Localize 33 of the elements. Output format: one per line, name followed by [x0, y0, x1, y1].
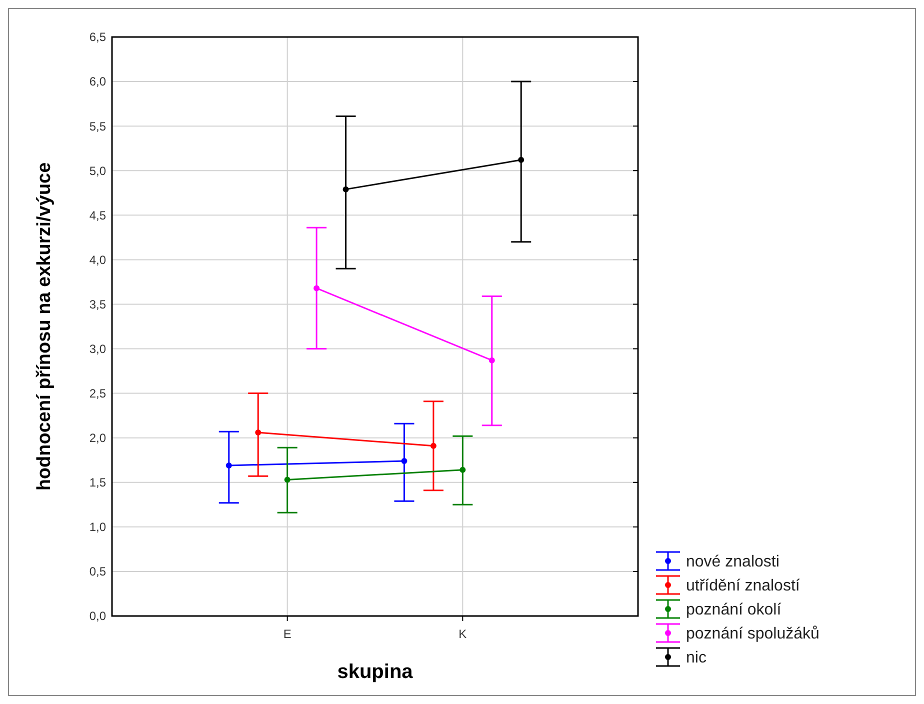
legend-label: poznání okolí	[686, 602, 782, 619]
y-tick-label: 1,0	[89, 520, 106, 534]
y-tick-label: 0,5	[89, 564, 106, 579]
legend-label: poznání spolužáků	[686, 626, 820, 643]
y-tick-label: 0,0	[89, 609, 106, 624]
x-axis-title: skupina	[337, 661, 414, 683]
y-tick-label: 3,5	[89, 297, 106, 312]
y-tick-label: 5,5	[89, 119, 106, 134]
legend-label: nové znalosti	[686, 554, 780, 571]
point	[401, 458, 408, 464]
y-tick-label: 6,5	[89, 30, 106, 44]
point	[226, 462, 232, 468]
x-tick-label: E	[283, 627, 292, 641]
point	[488, 357, 495, 364]
point	[460, 466, 466, 473]
y-tick-label: 5,0	[89, 164, 106, 178]
legend-label: nic	[686, 650, 706, 667]
point	[430, 442, 436, 449]
legend-label: utřídění znalostí	[686, 578, 800, 595]
y-tick-label: 2,0	[89, 431, 106, 446]
y-tick-label: 3,0	[89, 342, 106, 356]
point	[284, 476, 290, 483]
x-tick-label: K	[458, 627, 467, 641]
point	[255, 430, 262, 436]
y-tick-label: 6,0	[89, 74, 106, 89]
y-tick-label: 1,5	[89, 476, 106, 490]
y-tick-label: 4,5	[89, 208, 106, 222]
point	[314, 285, 320, 292]
point	[342, 186, 349, 192]
y-tick-label: 2,5	[89, 386, 106, 401]
point	[518, 156, 524, 163]
y-axis-title: hodnocení přínosu na exkurzi/výuce	[34, 162, 55, 491]
y-tick-label: 4,0	[89, 252, 106, 267]
